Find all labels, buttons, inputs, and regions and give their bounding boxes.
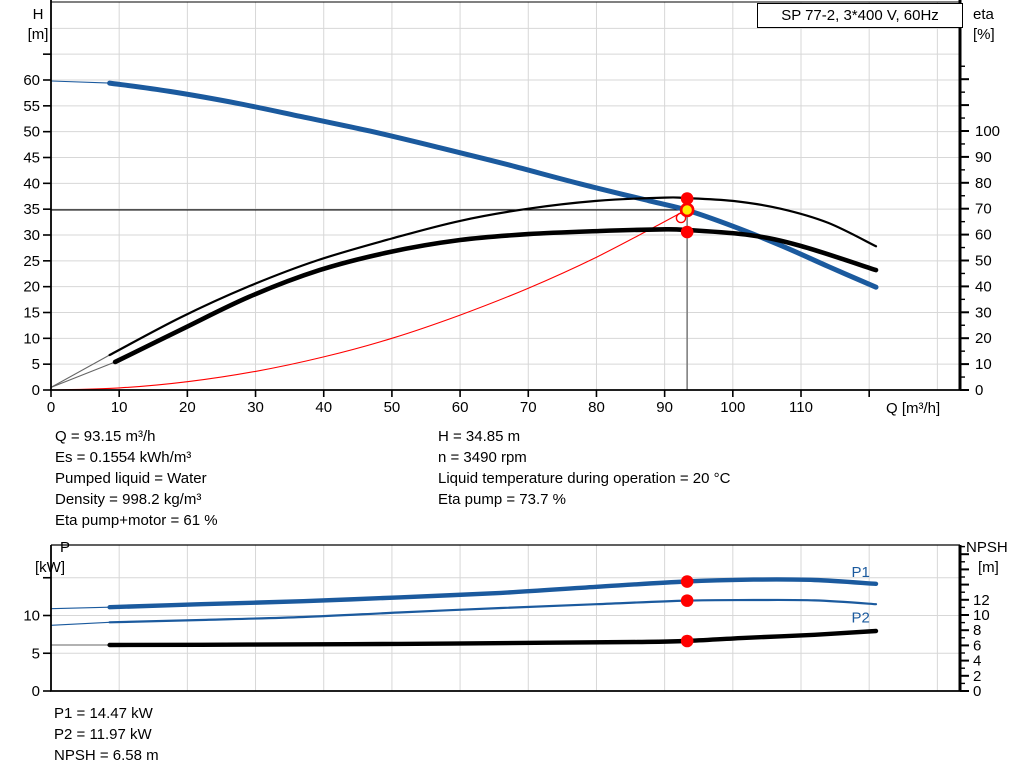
- h-tick-label: 60: [23, 72, 40, 89]
- q-axis-label: Q [m³/h]: [886, 400, 941, 417]
- result-p1: P1 = 14.47 kW: [54, 705, 153, 722]
- result-npsh: NPSH = 6.58 m: [54, 747, 159, 764]
- q-tick-label: 90: [656, 399, 673, 416]
- eta-tick-label: 70: [975, 201, 992, 218]
- h-tick-label: 30: [23, 227, 40, 244]
- eta-tick-label: 90: [975, 149, 992, 166]
- p-tick-label: 0: [32, 683, 40, 700]
- duty-dot: [680, 192, 694, 205]
- q-tick-label: 100: [720, 399, 745, 416]
- q-tick-label: 80: [588, 399, 605, 416]
- h-tick-label: 0: [32, 382, 40, 399]
- h-tick-label: 40: [23, 175, 40, 192]
- npsh-tick-label: 0: [973, 683, 981, 700]
- q-tick-label: 40: [315, 399, 332, 416]
- eta-pump-motor-curve-lead: [50, 361, 116, 388]
- q-tick-label: 50: [384, 399, 401, 416]
- result-p2: P2 = 11.97 kW: [54, 726, 152, 743]
- h-tick-label: 20: [23, 279, 40, 296]
- duty-dot: [680, 594, 694, 607]
- duty-dot: [680, 634, 694, 648]
- info-h: H = 34.85 m: [438, 428, 521, 445]
- eta-pump-curve-lead: [50, 354, 111, 388]
- info-density: Density = 998.2 kg/m³: [55, 491, 202, 508]
- p1-curve: [107, 577, 879, 610]
- npsh-curve: [107, 628, 879, 648]
- info-n: n = 3490 rpm: [438, 449, 527, 466]
- p-axis-label: P: [59, 539, 70, 556]
- eta-pump-curve: [108, 196, 878, 357]
- npsh-tick-label: 2: [973, 668, 981, 685]
- p-axis-unit: [kW]: [35, 559, 65, 576]
- curve-label-p1: P1: [851, 564, 869, 581]
- h-tick-label: 5: [32, 356, 40, 373]
- q-tick-label: 20: [179, 399, 196, 416]
- q-tick-label: 110: [789, 399, 813, 416]
- npsh-tick-label: 12: [973, 592, 990, 609]
- duty-dot: [680, 575, 694, 588]
- h-tick-label: 35: [23, 201, 40, 218]
- eta-axis-label: eta: [973, 6, 994, 23]
- h-tick-label: 45: [23, 149, 40, 166]
- p-tick-label: 5: [32, 645, 40, 662]
- npsh-tick-label: 6: [973, 637, 981, 654]
- info-eta-pump: Eta pump = 73.7 %: [438, 491, 566, 508]
- eta-tick-label: 20: [975, 330, 992, 347]
- h-axis-unit: [m]: [27, 26, 49, 43]
- info-liquid: Pumped liquid = Water: [55, 470, 207, 487]
- system-curve: [50, 209, 687, 391]
- h-tick-label: 50: [23, 124, 40, 141]
- q-tick-label: 10: [111, 399, 128, 416]
- p1-curve-lead: [50, 606, 111, 610]
- npsh-tick-label: 10: [973, 607, 990, 624]
- eta-axis-unit: [%]: [973, 26, 995, 43]
- h-tick-label: 25: [23, 253, 40, 270]
- curve-label-p2: P2: [851, 609, 869, 626]
- duty-point-marker: [679, 202, 695, 218]
- info-q: Q = 93.15 m³/h: [55, 428, 156, 445]
- h-tick-label: 10: [23, 330, 40, 347]
- info-liquid-temp: Liquid temperature during operation = 20…: [438, 470, 731, 487]
- q-tick-label: 0: [47, 399, 55, 416]
- info-es: Es = 0.1554 kWh/m³: [55, 449, 192, 466]
- eta-pump-motor-curve: [112, 226, 879, 365]
- eta-tick-label: 60: [975, 227, 992, 244]
- eta-tick-label: 50: [975, 253, 992, 270]
- p2-curve: [108, 598, 878, 624]
- h-axis-label: H: [32, 6, 44, 23]
- npsh-tick-label: 8: [973, 622, 981, 639]
- eta-tick-label: 10: [975, 356, 992, 373]
- npsh-axis-label: NPSH: [966, 539, 1008, 556]
- p2-curve-lead: [50, 621, 111, 626]
- info-eta-pump-motor: Eta pump+motor = 61 %: [55, 512, 218, 529]
- eta-tick-label: 40: [975, 278, 992, 295]
- h-tick-label: 15: [23, 304, 40, 321]
- eta-tick-label: 100: [975, 123, 1000, 140]
- q-tick-label: 70: [520, 399, 537, 416]
- p-tick-label: 10: [23, 608, 40, 625]
- npsh-tick-label: 4: [973, 653, 981, 670]
- h-tick-label: 55: [23, 98, 40, 115]
- pump-type-title: SP 77-2, 3*400 V, 60Hz: [757, 3, 963, 28]
- qh-curve-lead: [50, 80, 111, 84]
- qh-curve: [107, 80, 879, 290]
- duty-dot: [680, 225, 694, 239]
- eta-tick-label: 0: [975, 382, 983, 399]
- npsh-axis-unit: [m]: [978, 559, 999, 576]
- eta-tick-label: 30: [975, 304, 992, 321]
- q-tick-label: 30: [247, 399, 264, 416]
- q-tick-label: 60: [452, 399, 469, 416]
- eta-tick-label: 80: [975, 175, 992, 192]
